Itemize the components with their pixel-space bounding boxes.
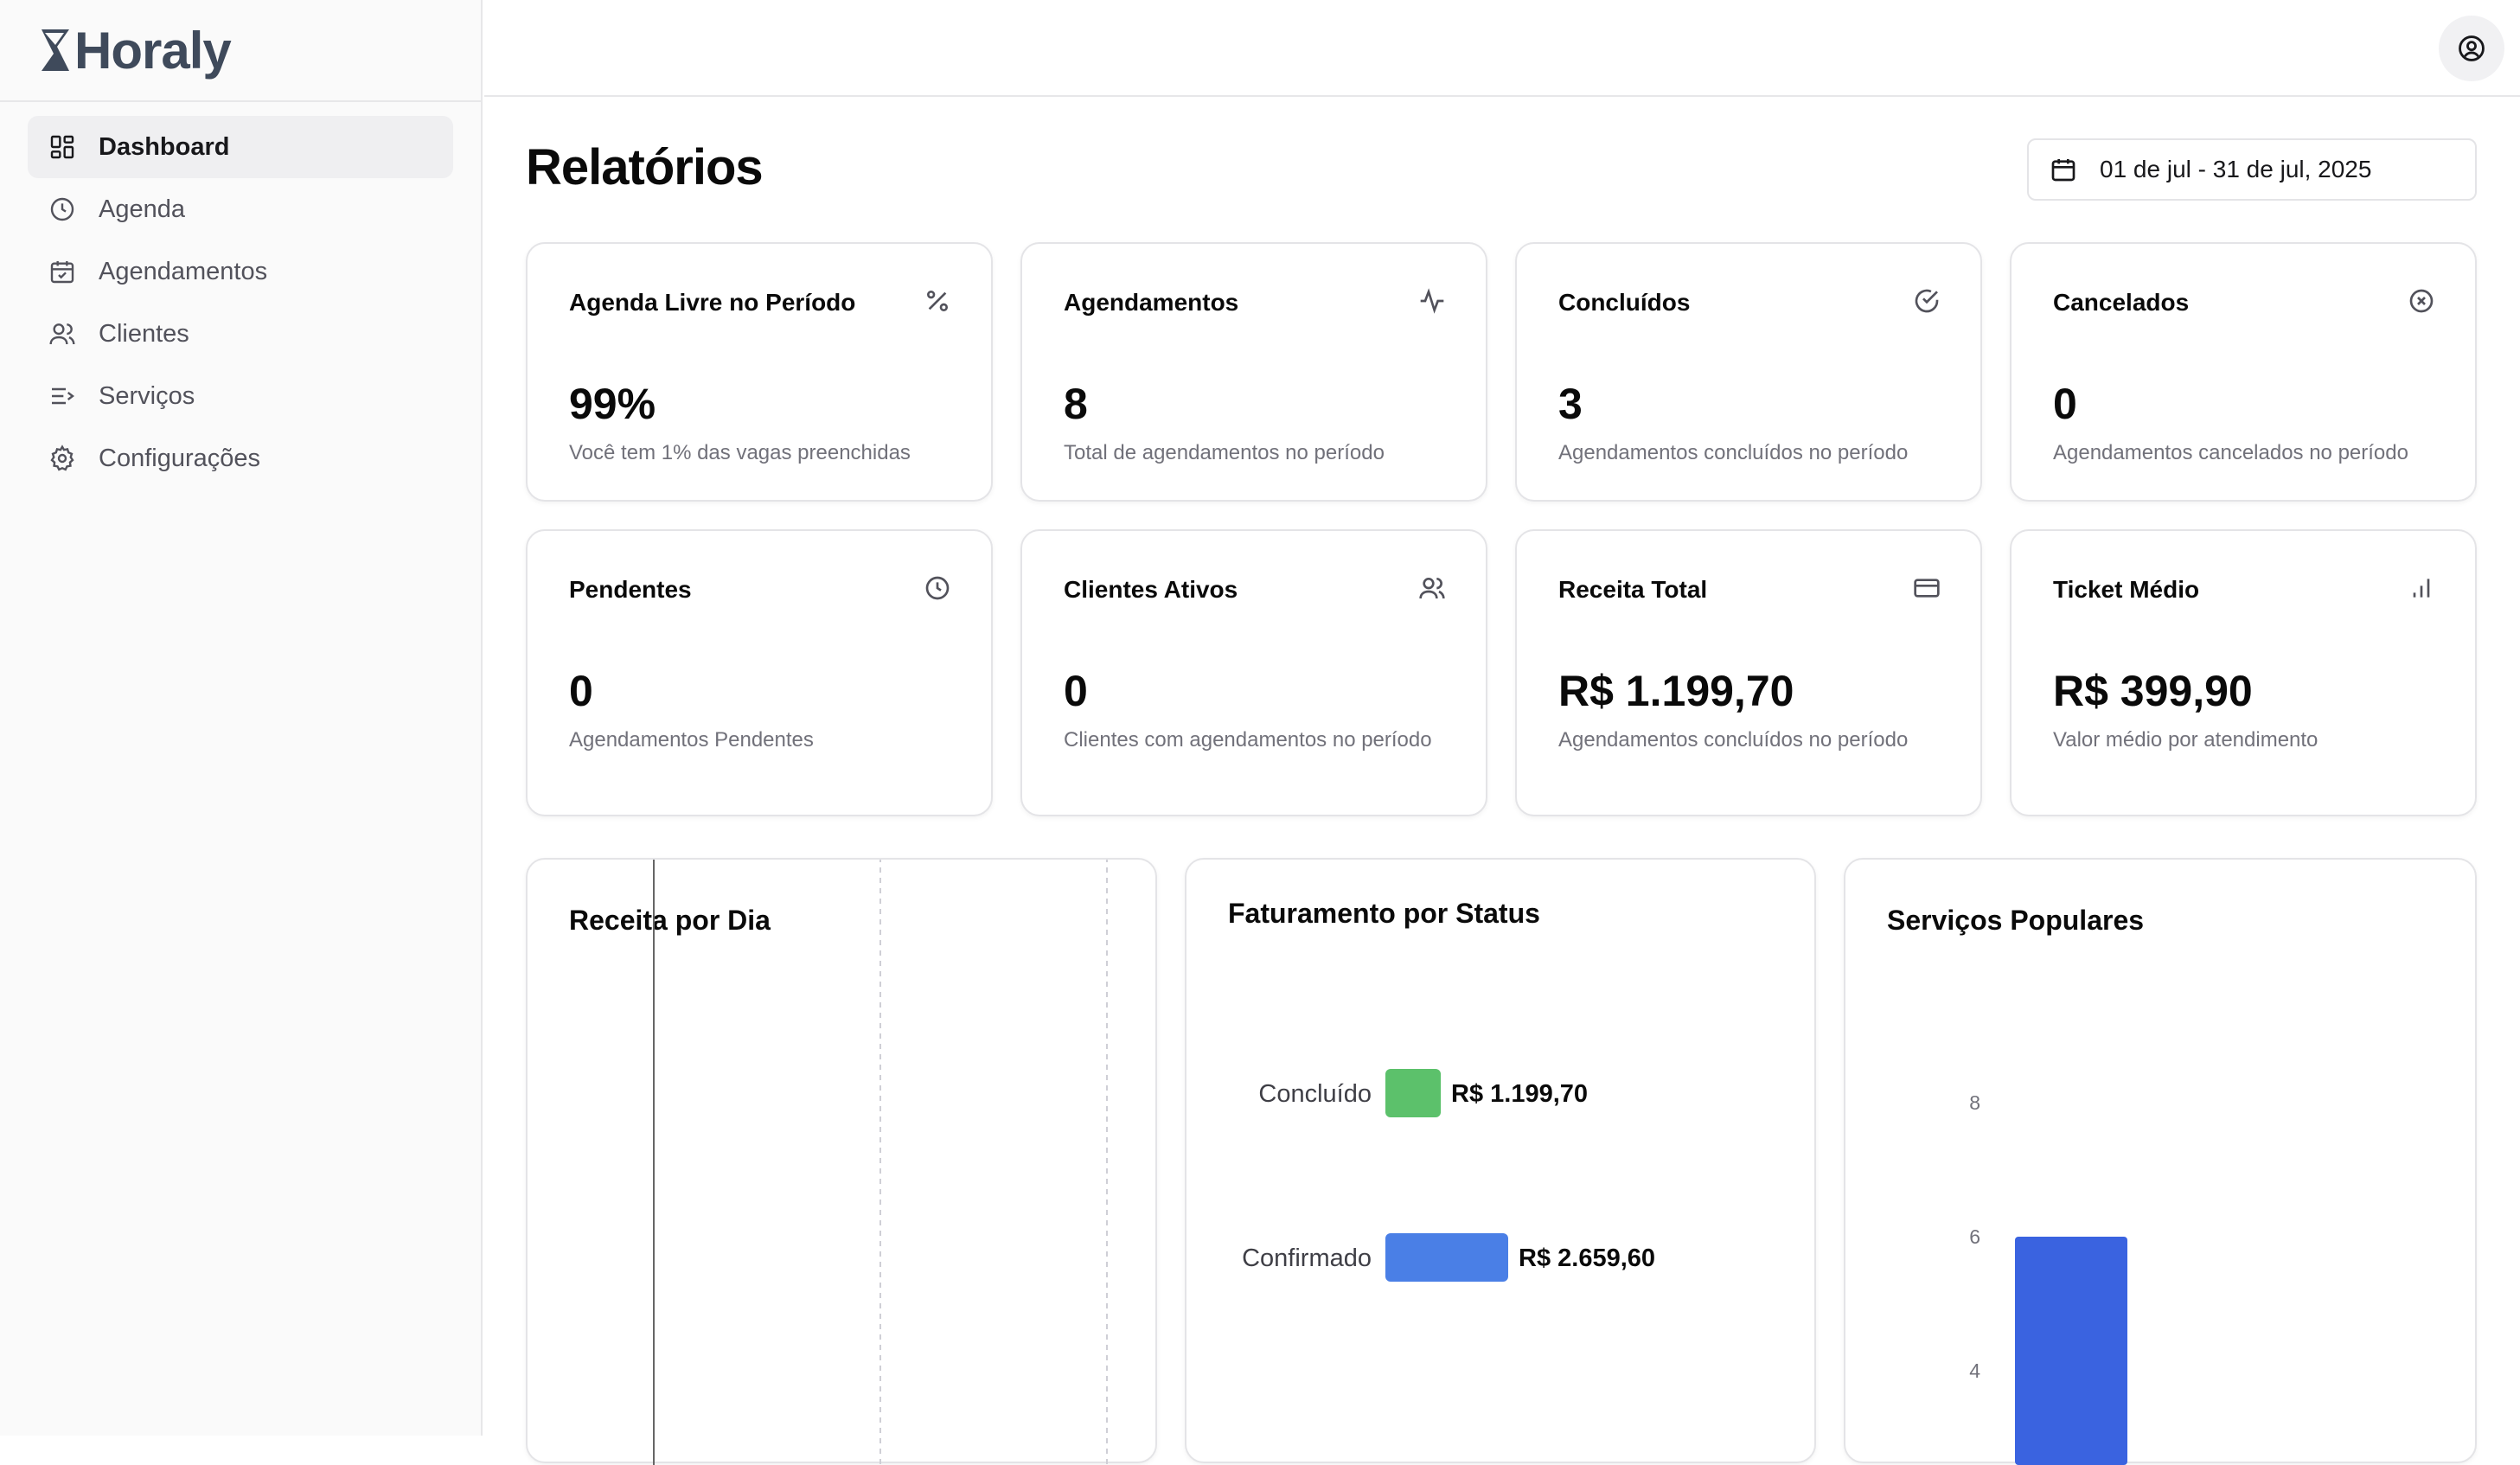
y-tick-label: 4	[1969, 1359, 1980, 1382]
stat-title: Agenda Livre no Período	[569, 289, 856, 316]
bar	[1385, 1233, 1508, 1282]
hourglass-logo-icon	[42, 29, 69, 71]
stat-card-agendamentos: Agendamentos 8 Total de agendamentos no …	[1020, 242, 1487, 502]
stat-card-concluidos: Concluídos 3 Agendamentos concluídos no …	[1515, 242, 1982, 502]
stat-value: 0	[2053, 380, 2077, 428]
date-range-label: 01 de jul - 31 de jul, 2025	[2100, 156, 2372, 182]
line-chart: .200,00900,00600,00300,00	[653, 860, 1108, 1465]
dashboard-icon	[50, 135, 74, 159]
chart-card-faturamento-status: Faturamento por Status Concluído R$ 1.199…	[1185, 858, 1816, 1463]
sidebar-item-agenda[interactable]: Agenda	[28, 178, 453, 240]
y-tick-label: 8	[1969, 1091, 1980, 1114]
stat-description: Agendamentos cancelados no período	[2053, 441, 2408, 464]
stat-value: 0	[569, 667, 593, 715]
sidebar-item-servicos[interactable]: Serviços	[28, 365, 453, 427]
sidebar-item-label: Clientes	[99, 319, 189, 348]
sidebar-item-label: Agendamentos	[99, 257, 268, 285]
stat-card-pendentes: Pendentes 0 Agendamentos Pendentes	[526, 529, 993, 816]
sidebar-item-label: Dashboard	[99, 132, 230, 161]
stat-card-cancelados: Cancelados 0 Agendamentos cancelados no …	[2010, 242, 2477, 502]
stat-card-agenda-livre: Agenda Livre no Período 99% Você tem 1% …	[526, 242, 993, 502]
calendar-icon	[50, 261, 74, 284]
stat-title: Ticket Médio	[2053, 576, 2200, 603]
stat-description: Clientes com agendamentos no período	[1064, 728, 1432, 752]
chart-title: Receita por Dia	[569, 905, 771, 936]
users-icon	[49, 323, 75, 345]
stat-description: Total de agendamentos no período	[1064, 441, 1385, 464]
sidebar-item-label: Agenda	[99, 195, 185, 223]
check-circle-icon	[1915, 289, 1939, 313]
chart-title: Serviços Populares	[1887, 905, 2145, 936]
sidebar-item-configuracoes[interactable]: Configurações	[28, 427, 453, 489]
topbar	[484, 0, 2520, 97]
date-range-picker[interactable]: 01 de jul - 31 de jul, 2025	[2027, 138, 2477, 201]
user-menu-button[interactable]	[2439, 16, 2504, 81]
clock-icon	[50, 197, 74, 221]
x-circle-icon	[2409, 289, 2434, 313]
stat-title: Pendentes	[569, 576, 692, 603]
user-circle-icon	[2459, 35, 2485, 61]
stat-value: R$ 399,90	[2053, 667, 2253, 715]
gear-icon	[50, 445, 74, 471]
chart-card-receita-por-dia: Receita por Dia .200,00900,00600,00300,0…	[526, 858, 1157, 1465]
stat-description: Agendamentos concluídos no período	[1558, 728, 1909, 752]
users-icon	[1419, 578, 1445, 599]
stat-description: Agendamentos concluídos no período	[1558, 441, 1909, 464]
stat-card-clientes-ativos: Clientes Ativos 0 Clientes com agendamen…	[1020, 529, 1487, 816]
bar-chart: 8642	[1969, 1091, 2127, 1465]
chart-card-servicos-populares: Serviços Populares 8642	[1844, 858, 2477, 1465]
sidebar-item-label: Serviços	[99, 381, 195, 410]
stat-value: 8	[1064, 380, 1088, 428]
stat-card-ticket-medio: Ticket Médio R$ 399,90 Valor médio por a…	[2010, 529, 2477, 816]
bar-chart-icon	[2413, 579, 2430, 598]
stat-title: Receita Total	[1558, 576, 1708, 603]
list-icon	[52, 387, 74, 405]
stat-title: Clientes Ativos	[1064, 576, 1238, 603]
data-label: R$ 2.659,60	[1519, 1244, 1655, 1272]
sidebar: Horaly Dashboard Agenda Agendamen	[0, 0, 483, 1436]
credit-card-icon	[1914, 579, 1940, 598]
category-label: Concluído	[1258, 1080, 1372, 1108]
sidebar-item-dashboard[interactable]: Dashboard	[28, 116, 453, 178]
chart-title: Faturamento por Status	[1228, 898, 1540, 929]
stat-description: Agendamentos Pendentes	[569, 728, 814, 752]
calendar-icon	[2051, 159, 2075, 182]
data-label: R$ 1.199,70	[1451, 1080, 1588, 1108]
page-title: Relatórios	[526, 139, 764, 195]
sidebar-nav: Dashboard Agenda Agendamentos Clientes	[0, 102, 481, 489]
stat-description: Valor médio por atendimento	[2053, 728, 2319, 752]
stat-title: Cancelados	[2053, 289, 2190, 316]
category-label: Confirmado	[1242, 1244, 1372, 1272]
sidebar-item-clientes[interactable]: Clientes	[28, 303, 453, 365]
stat-card-receita-total: Receita Total R$ 1.199,70 Agendamentos c…	[1515, 529, 1982, 816]
main-content: Relatórios 01 de jul - 31 de jul, 2025 A…	[484, 99, 2520, 1465]
bar	[1385, 1069, 1442, 1117]
bar	[2015, 1237, 2127, 1465]
brand-name: Horaly	[74, 21, 232, 80]
stat-value: 3	[1558, 380, 1583, 428]
sidebar-item-label: Configurações	[99, 444, 260, 472]
sidebar-item-agendamentos[interactable]: Agendamentos	[28, 240, 453, 303]
y-tick-label: 6	[1969, 1225, 1980, 1248]
percent-icon	[927, 291, 948, 311]
stat-value: 99%	[569, 380, 656, 428]
clock-icon	[925, 576, 950, 600]
stat-title: Agendamentos	[1064, 289, 1239, 316]
brand-logo[interactable]: Horaly	[0, 0, 481, 102]
activity-icon	[1420, 288, 1444, 314]
horizontal-bar-chart: Concluído R$ 1.199,70 Confirmado R$ 2.659,6…	[1242, 1069, 1655, 1282]
stat-title: Concluídos	[1558, 289, 1691, 316]
stat-description: Você tem 1% das vagas preenchidas	[569, 441, 911, 464]
stat-value: 0	[1064, 667, 1088, 715]
stat-value: R$ 1.199,70	[1558, 667, 1794, 715]
